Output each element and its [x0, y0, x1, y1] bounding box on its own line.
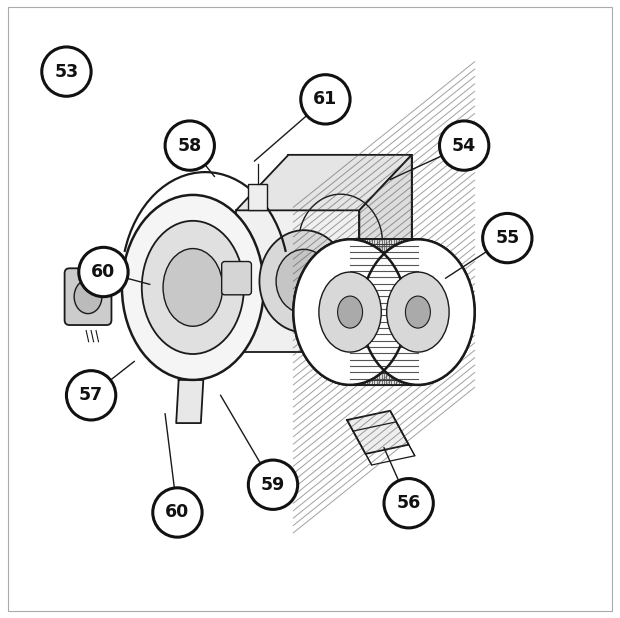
- Ellipse shape: [293, 239, 407, 385]
- Text: 56: 56: [397, 494, 421, 512]
- Circle shape: [249, 460, 298, 509]
- Ellipse shape: [293, 239, 407, 385]
- Ellipse shape: [361, 239, 475, 385]
- Circle shape: [384, 478, 433, 528]
- Circle shape: [440, 121, 489, 171]
- Polygon shape: [236, 155, 412, 210]
- Text: 54: 54: [452, 137, 476, 154]
- Ellipse shape: [361, 239, 475, 385]
- Circle shape: [153, 488, 202, 537]
- Polygon shape: [176, 380, 203, 423]
- Polygon shape: [288, 155, 412, 297]
- Text: 53: 53: [55, 62, 79, 80]
- Ellipse shape: [259, 230, 348, 332]
- Ellipse shape: [361, 239, 475, 385]
- Bar: [350, 239, 418, 385]
- Circle shape: [42, 47, 91, 96]
- Bar: [249, 184, 267, 210]
- Text: 58: 58: [178, 137, 202, 154]
- Polygon shape: [236, 210, 360, 352]
- FancyBboxPatch shape: [222, 261, 252, 295]
- Ellipse shape: [293, 239, 407, 385]
- Text: 61: 61: [313, 90, 337, 108]
- Polygon shape: [347, 411, 409, 454]
- Ellipse shape: [387, 272, 449, 352]
- Ellipse shape: [74, 280, 102, 313]
- Text: 59: 59: [261, 476, 285, 494]
- Ellipse shape: [338, 296, 363, 328]
- Circle shape: [79, 247, 128, 297]
- Ellipse shape: [276, 249, 332, 313]
- Ellipse shape: [405, 296, 430, 328]
- Circle shape: [482, 213, 532, 263]
- Ellipse shape: [142, 221, 244, 354]
- Ellipse shape: [163, 248, 223, 326]
- Text: 55: 55: [495, 229, 520, 247]
- Circle shape: [165, 121, 215, 171]
- FancyBboxPatch shape: [64, 268, 112, 325]
- Polygon shape: [360, 155, 412, 352]
- Ellipse shape: [122, 195, 264, 380]
- Text: 60: 60: [91, 263, 115, 281]
- Circle shape: [301, 75, 350, 124]
- Circle shape: [66, 371, 116, 420]
- Text: 60: 60: [166, 504, 190, 522]
- Ellipse shape: [319, 272, 381, 352]
- Text: 57: 57: [79, 386, 103, 404]
